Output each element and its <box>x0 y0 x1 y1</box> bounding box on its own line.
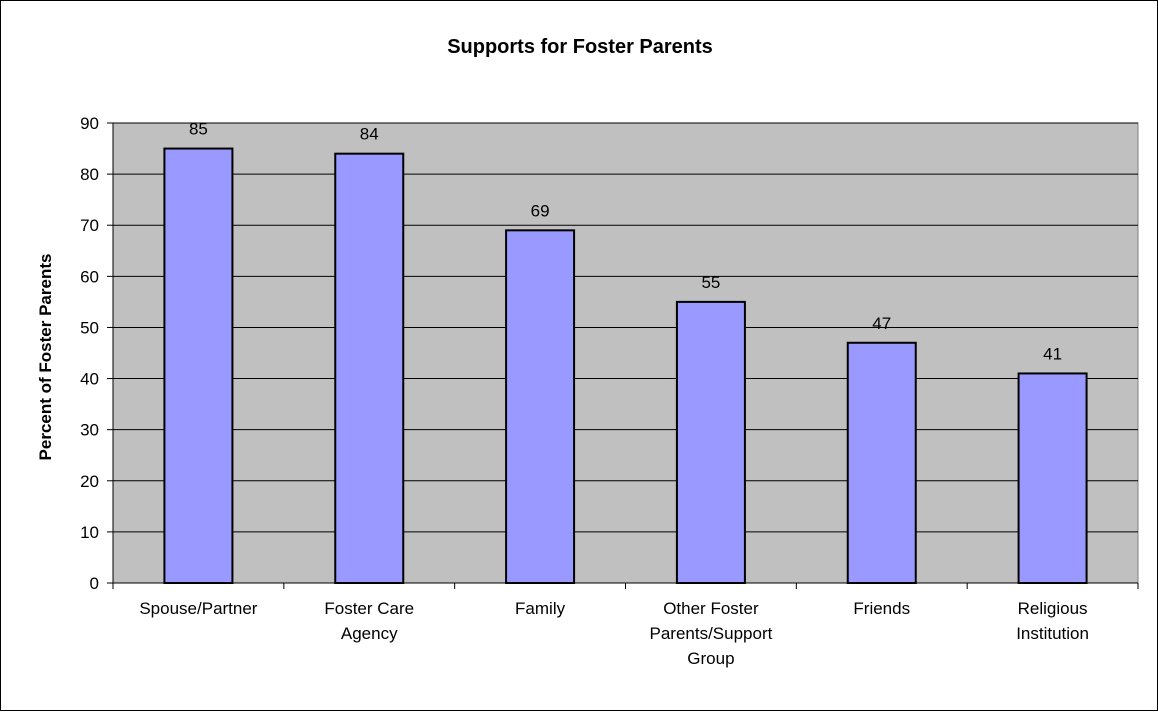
category-label-line: Foster Care <box>324 599 414 618</box>
category-label: Spouse/Partner <box>139 599 257 618</box>
y-tick-label: 60 <box>80 267 99 286</box>
y-tick-label: 80 <box>80 165 99 184</box>
category-label: Other Foster Parents/Support Group <box>649 599 772 668</box>
data-label: 85 <box>189 120 208 139</box>
bar <box>1017 372 1088 585</box>
category-label-line: Group <box>687 649 734 668</box>
data-label: 69 <box>531 201 550 220</box>
category-label: Family <box>515 599 566 618</box>
category-label: Friends <box>853 599 910 618</box>
bar <box>675 300 746 584</box>
data-label: 84 <box>360 125 379 144</box>
plot-background <box>112 122 1139 584</box>
category-label: Religious Institution <box>1016 599 1089 643</box>
bar <box>334 152 405 585</box>
chart-title: Supports for Foster Parents <box>447 36 713 58</box>
bar <box>163 147 234 585</box>
category-label: Foster Care Agency <box>324 599 414 643</box>
category-label-line: Family <box>515 599 566 618</box>
data-label: 47 <box>872 314 891 333</box>
y-tick-label: 50 <box>80 318 99 337</box>
plot-area: 0 10 20 30 40 50 60 70 80 90 85 Spouse/Partner 84 Fos… <box>80 114 1139 668</box>
y-tick-label: 40 <box>80 370 99 389</box>
category-label-line: Spouse/Partner <box>139 599 257 618</box>
y-tick-label: 20 <box>80 472 99 491</box>
category-label-line: Institution <box>1016 624 1089 643</box>
category-label-line: Other Foster <box>663 599 759 618</box>
data-label: 41 <box>1043 344 1062 363</box>
bar <box>505 229 576 584</box>
category-label-line: Parents/Support <box>649 624 772 643</box>
y-tick-label: 30 <box>80 421 99 440</box>
y-tick-label: 90 <box>80 114 99 133</box>
category-label-line: Friends <box>853 599 910 618</box>
category-label-line: Religious <box>1018 599 1088 618</box>
y-tick-label: 0 <box>90 574 99 593</box>
y-tick-label: 70 <box>80 216 99 235</box>
bar <box>846 341 917 584</box>
y-tick-label: 10 <box>80 523 99 542</box>
y-axis-title: Percent of Foster Parents <box>36 254 55 461</box>
data-label: 55 <box>701 273 720 292</box>
category-label-line: Agency <box>341 624 398 643</box>
